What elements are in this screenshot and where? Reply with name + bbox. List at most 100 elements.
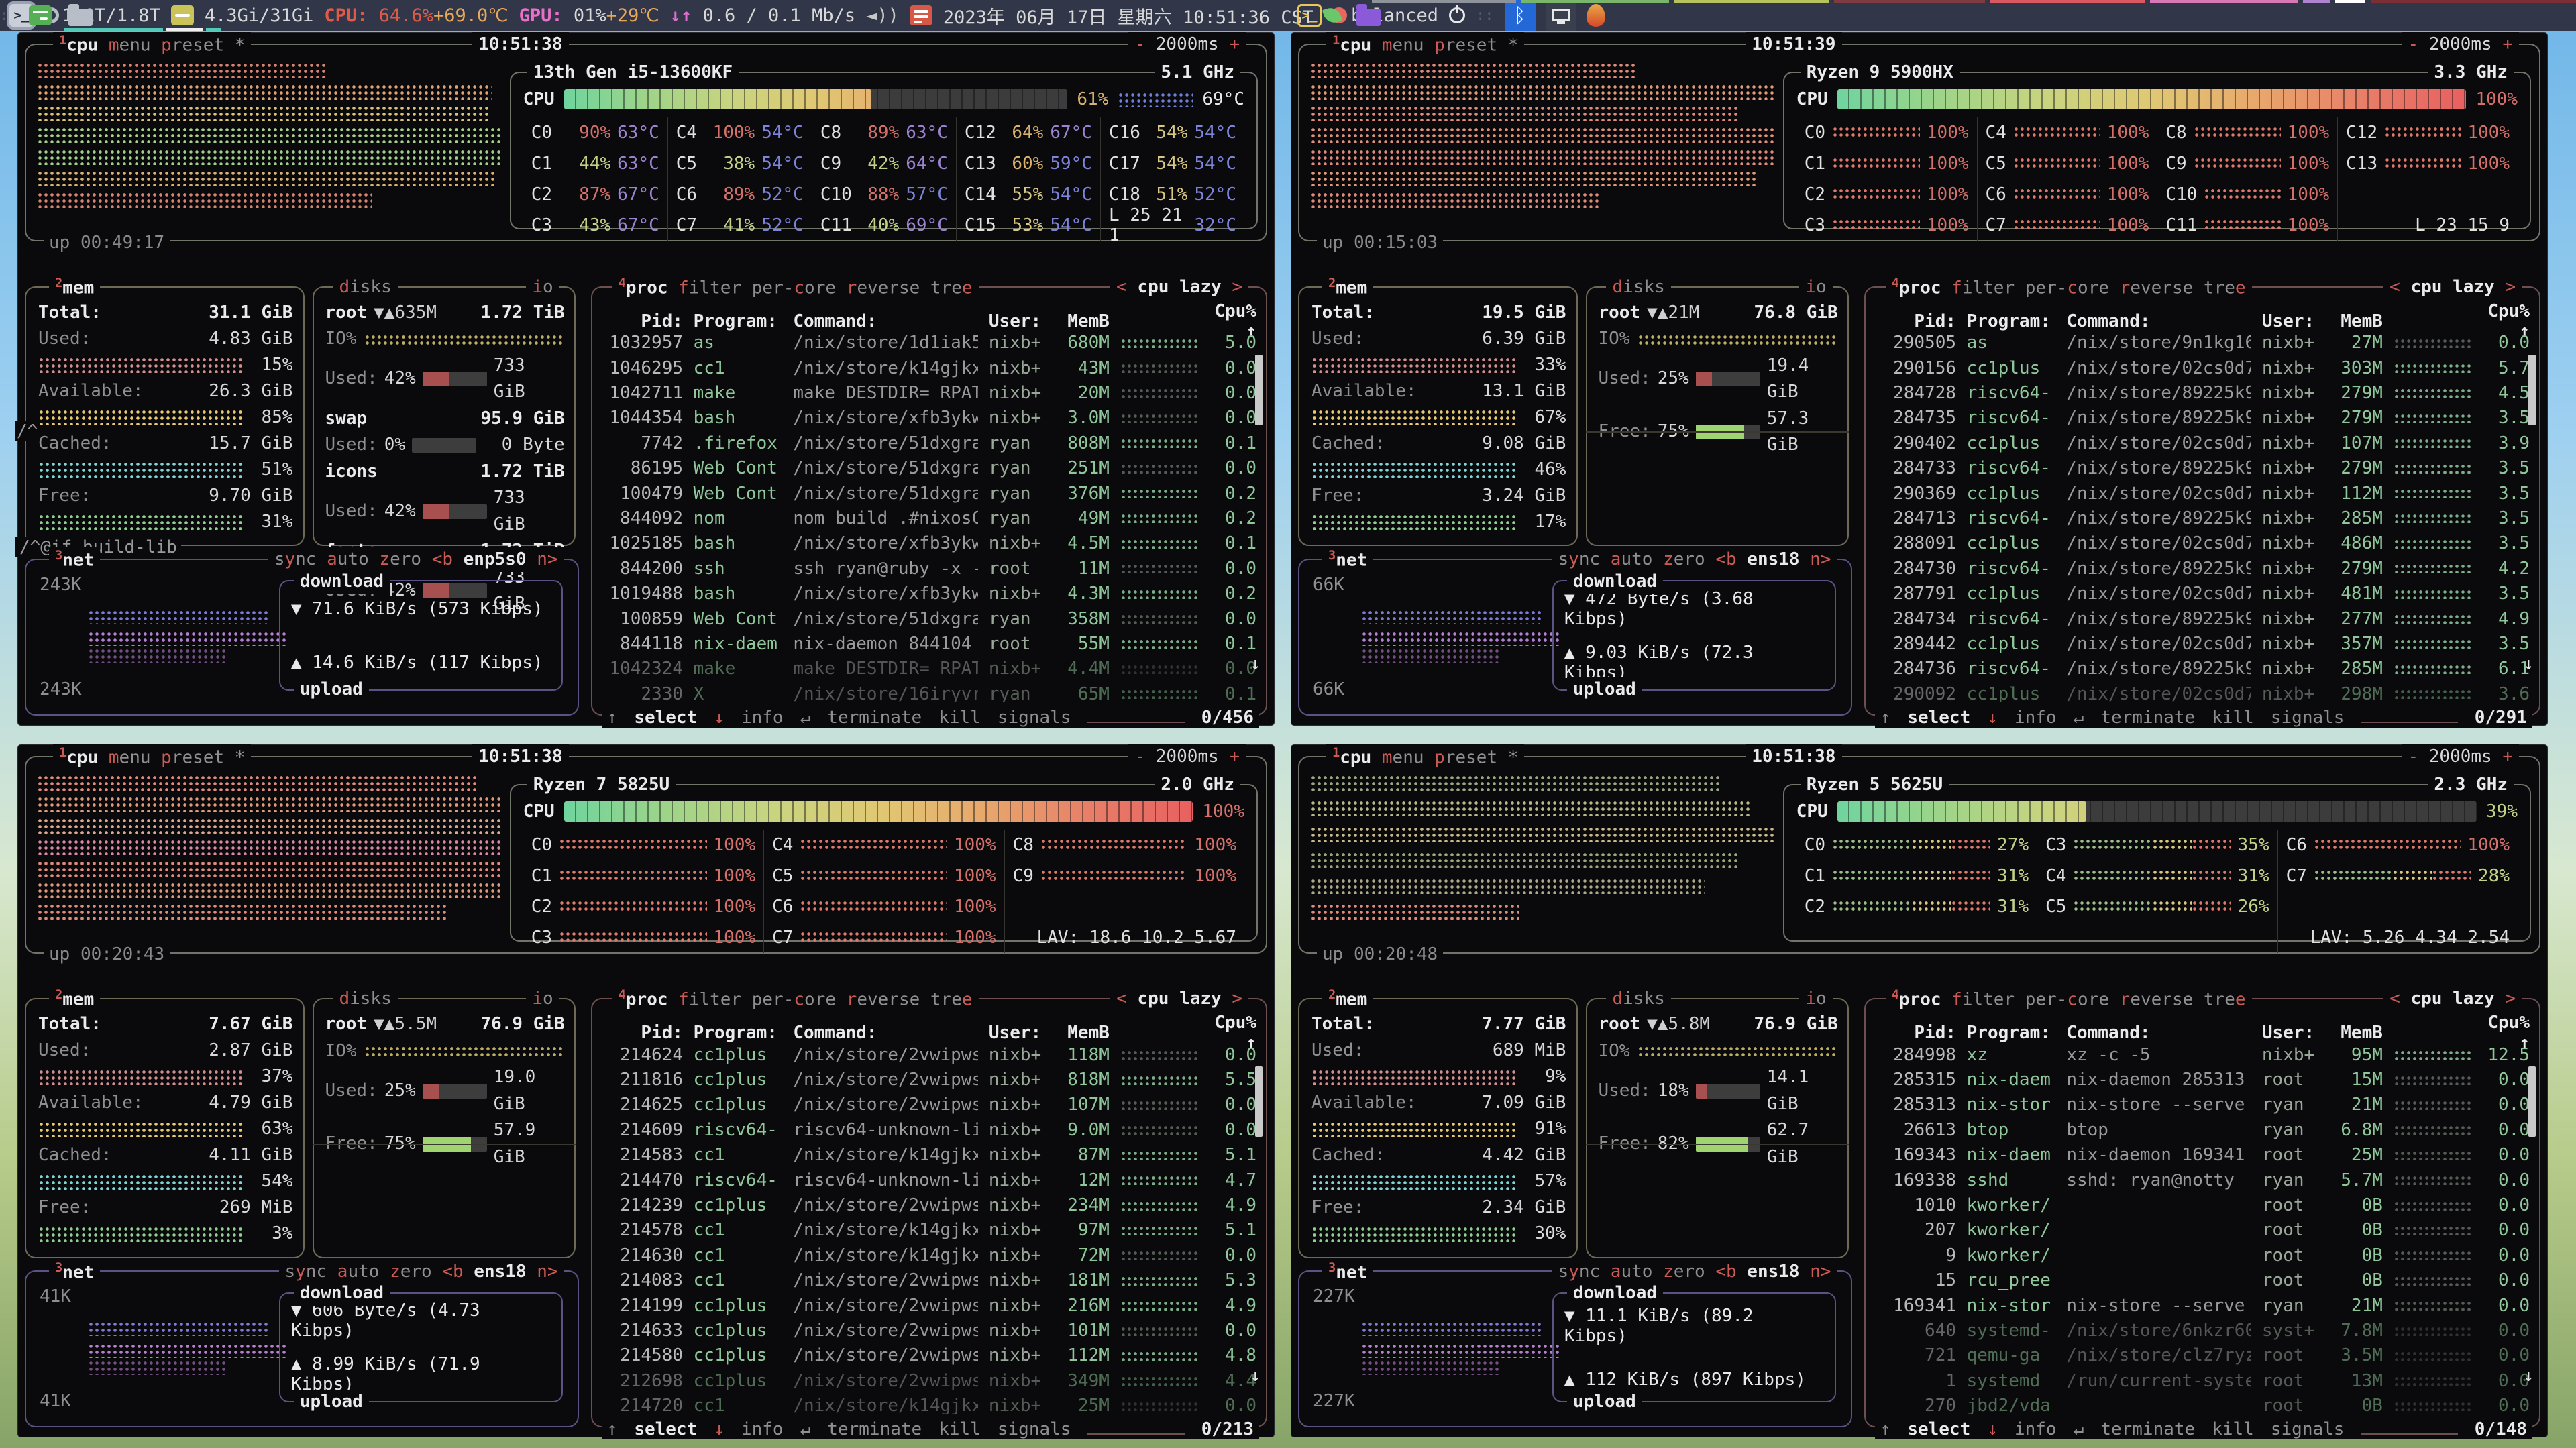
process-row[interactable]: 214578 cc1/nix/store/k14gjkxn nixb+ 97M 5.1: [604, 1218, 1256, 1243]
tab-proc[interactable]: proc: [625, 278, 668, 298]
process-row[interactable]: 290369 cc1plus/nix/store/02cs0d7s nixb+ 112…: [1878, 481, 2530, 506]
filter-button[interactable]: filter: [1951, 989, 2015, 1010]
signals-button[interactable]: signals: [2270, 1419, 2345, 1440]
sort-prev-button[interactable]: <: [1116, 989, 1138, 1009]
process-row[interactable]: 287791 cc1plus/nix/store/02cs0d7s nixb+ 481…: [1878, 581, 2530, 606]
terminate-button[interactable]: terminate: [2100, 1419, 2196, 1440]
signals-button[interactable]: signals: [997, 707, 1071, 728]
kill-button[interactable]: kill: [938, 707, 981, 728]
per-core-button[interactable]: per-core: [2025, 989, 2110, 1010]
iface-prev-button[interactable]: <b: [431, 549, 453, 570]
iface-next-button[interactable]: n>: [537, 1261, 558, 1282]
process-row[interactable]: 1046295 cc1/nix/store/k14gjkxn nixb+ 43M 0.0: [604, 355, 1256, 380]
tab-cpu[interactable]: cpu: [1340, 35, 1372, 56]
filter-button[interactable]: filter: [1951, 278, 2015, 298]
menu-button[interactable]: menu: [108, 35, 151, 56]
tree-button[interactable]: tree: [2203, 278, 2246, 298]
process-row[interactable]: 214083 cc1/nix/store/2vwipws2 nixb+ 181M 5.3: [604, 1268, 1256, 1293]
terminate-button[interactable]: terminate: [2100, 707, 2196, 728]
tab-cpu[interactable]: cpu: [1340, 747, 1372, 768]
io-tab[interactable]: io: [532, 276, 553, 297]
process-row[interactable]: 214199 cc1plus/nix/store/2vwipws2 nixb+ 216…: [604, 1293, 1256, 1318]
display-icon[interactable]: [1546, 0, 1576, 31]
kill-button[interactable]: kill: [938, 1419, 981, 1440]
terminal-window-bottom-right[interactable]: 1cpu menu preset * 10:51:38- 2000ms + Ryze…: [1291, 744, 2548, 1440]
process-row[interactable]: 721 qemu-ga/nix/store/clz7ryz5 root 3.5M 0.0: [1878, 1343, 2530, 1368]
interval-minus-button[interactable]: -: [2408, 746, 2429, 767]
io-tab[interactable]: io: [1805, 276, 1827, 297]
scrollbar[interactable]: [1255, 354, 1263, 425]
process-row[interactable]: 214609 riscv64- riscv64-unknown-lin nixb+ 9.…: [604, 1117, 1256, 1142]
tab-cpu[interactable]: cpu: [66, 747, 99, 768]
signals-button[interactable]: signals: [2270, 707, 2345, 728]
select-button[interactable]: select: [1907, 1419, 1971, 1440]
process-row[interactable]: 290156 cc1plus/nix/store/02cs0d7s nixb+ 303…: [1878, 355, 2530, 380]
process-row[interactable]: 844092 nom nom build .#nixosCo ryan 49M 0.2: [604, 506, 1256, 531]
reverse-button[interactable]: reverse: [2119, 989, 2194, 1010]
process-row[interactable]: 214580 cc1plus/nix/store/2vwipws2 nixb+ 112…: [604, 1343, 1256, 1368]
process-row[interactable]: 26613 btop btop ryan 6.8M 0.0: [1878, 1117, 2530, 1142]
menu-button[interactable]: menu: [1381, 747, 1424, 768]
menu-button[interactable]: menu: [108, 747, 151, 768]
info-button[interactable]: info: [741, 1419, 784, 1440]
signals-button[interactable]: signals: [997, 1419, 1071, 1440]
iface-next-button[interactable]: n>: [1810, 549, 1831, 570]
scrollbar[interactable]: [2528, 1066, 2536, 1137]
tab-cpu[interactable]: cpu: [66, 35, 99, 56]
zero-button[interactable]: zero: [390, 1261, 432, 1282]
process-row[interactable]: 1044354 bash/nix/store/xfb3ykw9 nixb+ 3.0M 0…: [604, 406, 1256, 431]
kill-button[interactable]: kill: [2212, 1419, 2254, 1440]
bluetooth-icon[interactable]: ᛒ: [1504, 0, 1536, 31]
flame-icon[interactable]: [1586, 4, 1605, 27]
menu-button[interactable]: menu: [1381, 35, 1424, 56]
disks-title[interactable]: disks: [339, 276, 392, 297]
filter-button[interactable]: filter: [678, 278, 742, 298]
process-row[interactable]: 214239 cc1plus/nix/store/2vwipws2 nixb+ 234…: [604, 1192, 1256, 1217]
sort-prev-button[interactable]: <: [2390, 989, 2411, 1009]
iface-next-button[interactable]: n>: [1810, 1261, 1831, 1282]
process-row[interactable]: 212698 cc1plus/nix/store/2vwipws2 nixb+ 349…: [604, 1368, 1256, 1393]
iface-prev-button[interactable]: <b: [442, 1261, 464, 1282]
speaker-icon[interactable]: ◄)): [866, 5, 899, 26]
process-row[interactable]: 214720 cc1/nix/store/k14gjkxn nixb+ 25M 0.0: [604, 1393, 1256, 1414]
terminate-button[interactable]: terminate: [827, 707, 922, 728]
iface-prev-button[interactable]: <b: [1715, 549, 1737, 570]
preset-button[interactable]: preset *: [161, 747, 246, 768]
interval-minus-button[interactable]: -: [1134, 746, 1156, 767]
process-row[interactable]: 7742 .firefox/nix/store/51dxgra3 ryan 808M 0…: [604, 431, 1256, 455]
process-row[interactable]: 211816 cc1plus/nix/store/2vwipws2 nixb+ 818…: [604, 1067, 1256, 1092]
disks-title[interactable]: disks: [1612, 276, 1665, 297]
process-row[interactable]: 284735 riscv64- /nix/store/89225k9x nixb+ 27…: [1878, 406, 2530, 431]
process-row[interactable]: 100859 Web Cont/nix/store/51dxgra3 ryan 358…: [604, 606, 1256, 631]
process-row[interactable]: 1025185 bash/nix/store/xfb3ykw9 nixb+ 4.5M 0…: [604, 531, 1256, 556]
sort-prev-button[interactable]: <: [1116, 276, 1138, 297]
process-row[interactable]: 844200 ssh ssh ryan@ruby -x -i root 11M 0.0: [604, 556, 1256, 581]
process-row[interactable]: 86195 Web Cont/nix/store/51dxgra3 ryan 251M…: [604, 455, 1256, 480]
sort-next-button[interactable]: >: [2494, 276, 2516, 297]
tab-proc[interactable]: proc: [1898, 278, 1941, 298]
process-row[interactable]: 214470 riscv64- riscv64-unknown-lin nixb+ 12…: [604, 1168, 1256, 1192]
io-tab[interactable]: io: [532, 989, 553, 1009]
process-row[interactable]: 169343 nix-daem nix-daemon 169341 root 25M 0.…: [1878, 1143, 2530, 1168]
reverse-button[interactable]: reverse: [846, 989, 920, 1010]
scrollbar[interactable]: [1255, 1066, 1263, 1137]
sync-button[interactable]: sync: [1558, 549, 1601, 570]
process-row[interactable]: 15 rcu_pree root 0B 0.0: [1878, 1268, 2530, 1293]
terminal-window-top-right[interactable]: 1cpu menu preset * 10:51:39 - 2000ms + Ryze…: [1291, 32, 2548, 728]
auto-button[interactable]: auto: [337, 1261, 380, 1282]
process-row[interactable]: 1019488 bash/nix/store/xfb3ykw9 nixb+ 4.3M 0…: [604, 581, 1256, 606]
select-button[interactable]: select: [634, 707, 698, 728]
process-row[interactable]: 285315 nix-daem nix-daemon 285313 root 15M 0.…: [1878, 1067, 2530, 1092]
sync-button[interactable]: sync: [274, 549, 317, 570]
process-row[interactable]: 284998 xz xz -c -5 nixb+ 95M 12.5: [1878, 1042, 2530, 1067]
interval-plus-button[interactable]: +: [1218, 34, 1240, 55]
kill-button[interactable]: kill: [2212, 707, 2254, 728]
process-row[interactable]: 214630 cc1/nix/store/k14gjkxn nixb+ 72M 0.0: [604, 1243, 1256, 1268]
tab-proc[interactable]: proc: [1898, 989, 1941, 1010]
tab-proc[interactable]: proc: [625, 989, 668, 1010]
info-button[interactable]: info: [2014, 1419, 2057, 1440]
tree-button[interactable]: tree: [2203, 989, 2246, 1010]
process-row[interactable]: 284736 riscv64- /nix/store/89225k9x nixb+ 28…: [1878, 657, 2530, 681]
interval-plus-button[interactable]: +: [1218, 746, 1240, 767]
process-row[interactable]: 290402 cc1plus/nix/store/02cs0d7s nixb+ 107…: [1878, 431, 2530, 455]
